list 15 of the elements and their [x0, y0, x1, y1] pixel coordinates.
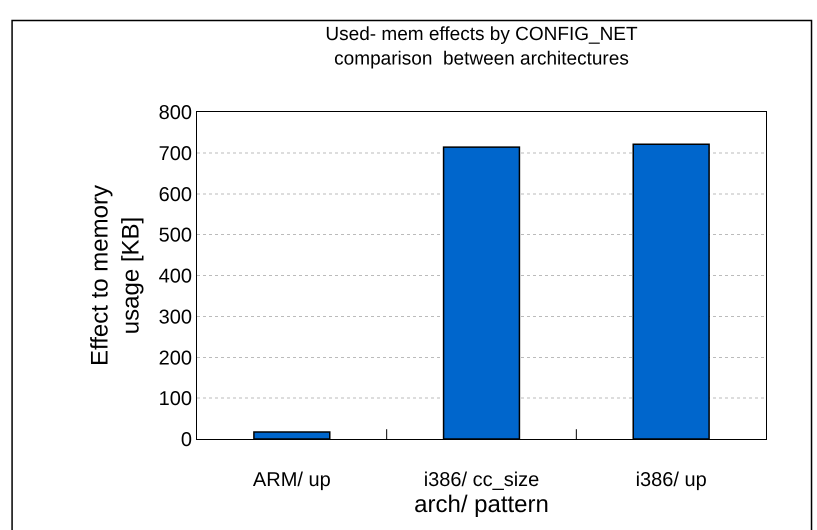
chart-title: Used- mem effects by CONFIG_NET comparison between architectures: [325, 24, 638, 70]
x-tick-label: ARM/ up: [252, 469, 331, 491]
y-tick-label: 700: [158, 142, 192, 165]
y-axis-title: Effect to memory usage [KB]: [86, 185, 145, 366]
y-tick-label: 0: [180, 429, 192, 451]
y-tick-label: 400: [158, 266, 192, 288]
y-tick-label: 300: [158, 306, 192, 328]
x-axis-title: arch/ pattern: [414, 491, 549, 518]
y-tick-label: 800: [158, 102, 192, 124]
y-tick-label: 500: [158, 224, 192, 247]
y-tick-label: 600: [158, 184, 192, 206]
y-tick-label: 200: [158, 347, 192, 370]
x-tick-label: i386/ up: [636, 469, 707, 491]
y-tick-label: 100: [158, 388, 192, 410]
x-tick-label: i386/ cc_size: [424, 469, 540, 491]
